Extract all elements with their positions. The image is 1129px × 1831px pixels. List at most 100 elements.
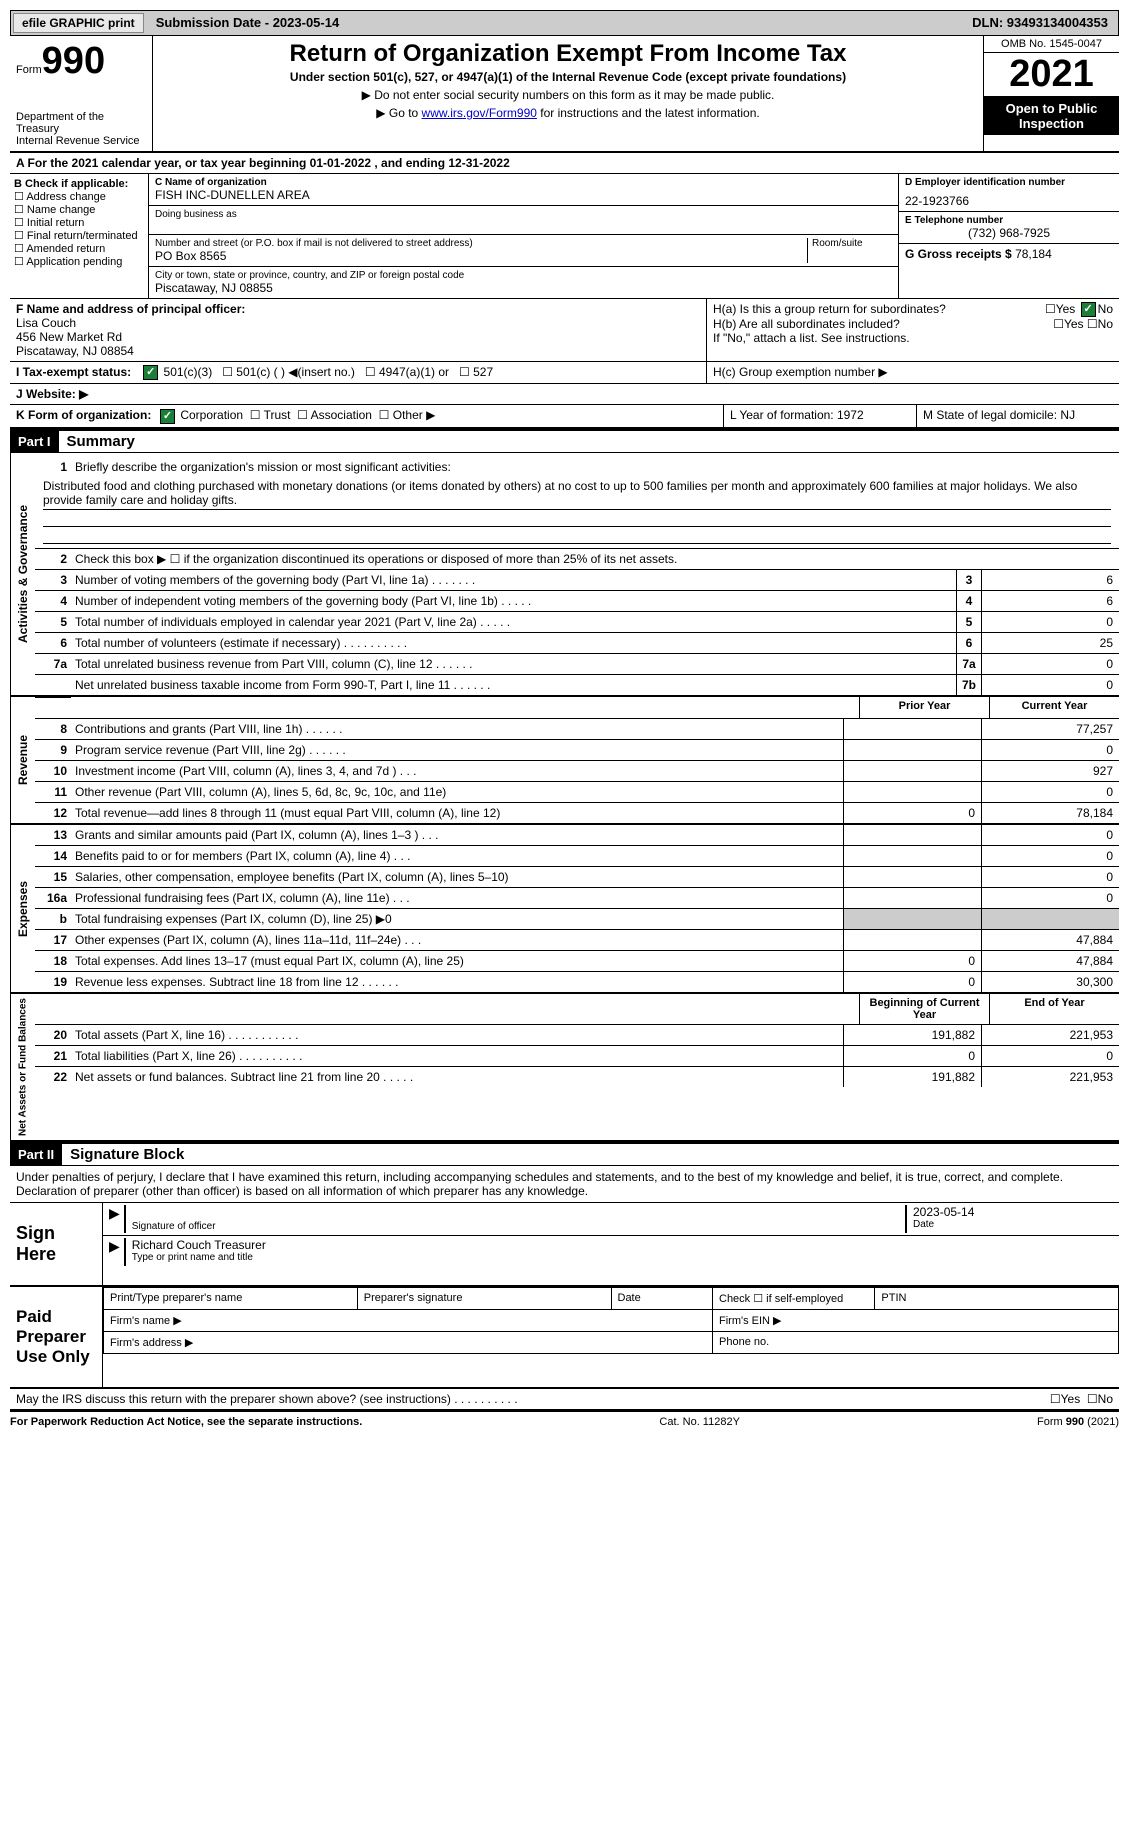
efile-button[interactable]: efile GRAPHIC print bbox=[13, 13, 144, 33]
sum-text: Professional fundraising fees (Part IX, … bbox=[71, 888, 843, 908]
prep-sig-label: Preparer's signature bbox=[357, 1287, 611, 1309]
sum-val: 0 bbox=[981, 675, 1119, 695]
current-val: 0 bbox=[981, 867, 1119, 887]
line2-text: Check this box ▶ ☐ if the organization d… bbox=[71, 549, 1119, 569]
sum-text: Total expenses. Add lines 13–17 (must eq… bbox=[71, 951, 843, 971]
firm-phone-label: Phone no. bbox=[713, 1331, 1119, 1353]
side-rev: Revenue bbox=[10, 697, 35, 823]
preparer-table: Print/Type preparer's name Preparer's si… bbox=[103, 1287, 1119, 1354]
current-val: 927 bbox=[981, 761, 1119, 781]
current-val: 0 bbox=[981, 1046, 1119, 1066]
begin-year-header: Beginning of Current Year bbox=[859, 994, 989, 1024]
ein-label: D Employer identification number bbox=[905, 177, 1113, 188]
corp-checked-icon: ✓ bbox=[160, 409, 175, 424]
discuss-label: May the IRS discuss this return with the… bbox=[10, 1389, 1044, 1409]
sum-text: Total fundraising expenses (Part IX, col… bbox=[71, 909, 843, 929]
current-val: 221,953 bbox=[981, 1067, 1119, 1087]
cb-pending[interactable]: Application pending bbox=[26, 256, 122, 268]
sign-date-label: Date bbox=[913, 1219, 1113, 1230]
prior-val: 0 bbox=[843, 1046, 981, 1066]
current-val: 77,257 bbox=[981, 719, 1119, 739]
irs-link[interactable]: www.irs.gov/Form990 bbox=[422, 106, 537, 120]
sum-text: Other expenses (Part IX, column (A), lin… bbox=[71, 930, 843, 950]
footer-mid: Cat. No. 11282Y bbox=[659, 1416, 740, 1428]
current-val: 0 bbox=[981, 740, 1119, 760]
phone: (732) 968-7925 bbox=[905, 226, 1113, 240]
form-header: Form990 Department of the Treasury Inter… bbox=[10, 36, 1119, 153]
prior-val bbox=[843, 867, 981, 887]
sum-val: 0 bbox=[981, 612, 1119, 632]
sum-box: 5 bbox=[956, 612, 981, 632]
signer-name-label: Type or print name and title bbox=[132, 1252, 1113, 1263]
discuss-no: No bbox=[1098, 1392, 1113, 1406]
row-a: A For the 2021 calendar year, or tax yea… bbox=[10, 153, 1119, 174]
sum-text: Total revenue—add lines 8 through 11 (mu… bbox=[71, 803, 843, 823]
ptin-label: PTIN bbox=[875, 1287, 1119, 1309]
exempt-label: I Tax-exempt status: bbox=[16, 365, 131, 379]
phone-label: E Telephone number bbox=[905, 215, 1113, 226]
ha-yes: Yes bbox=[1056, 302, 1076, 316]
hb-note: If "No," attach a list. See instructions… bbox=[713, 331, 1113, 345]
arrow-icon: ▶ bbox=[109, 1238, 120, 1266]
opt-corp: Corporation bbox=[180, 408, 243, 422]
end-year-header: End of Year bbox=[989, 994, 1119, 1024]
gross-receipts: 78,184 bbox=[1015, 247, 1052, 261]
sum-text: Total liabilities (Part X, line 26) . . … bbox=[71, 1046, 843, 1066]
cb-amended[interactable]: Amended return bbox=[26, 243, 105, 255]
sum-text: Net assets or fund balances. Subtract li… bbox=[71, 1067, 843, 1087]
sig-officer-label: Signature of officer bbox=[132, 1221, 901, 1232]
part1-tag: Part I bbox=[10, 431, 59, 452]
firm-ein-label: Firm's EIN ▶ bbox=[713, 1309, 1119, 1331]
sum-text: Salaries, other compensation, employee b… bbox=[71, 867, 843, 887]
cb-name-change[interactable]: Name change bbox=[27, 204, 96, 216]
sum-box: 7a bbox=[956, 654, 981, 674]
note2-pre: ▶ Go to bbox=[376, 106, 421, 120]
col-b: B Check if applicable: ☐ Address change … bbox=[10, 174, 149, 298]
current-val bbox=[981, 909, 1119, 929]
prior-val bbox=[843, 740, 981, 760]
sum-text: Program service revenue (Part VIII, line… bbox=[71, 740, 843, 760]
sum-text: Net unrelated business taxable income fr… bbox=[71, 675, 956, 695]
sum-text: Total assets (Part X, line 16) . . . . .… bbox=[71, 1025, 843, 1045]
sum-text: Total number of volunteers (estimate if … bbox=[71, 633, 956, 653]
sum-text: Investment income (Part VIII, column (A)… bbox=[71, 761, 843, 781]
sum-text: Number of voting members of the governin… bbox=[71, 570, 956, 590]
form-org-label: K Form of organization: bbox=[16, 408, 151, 422]
form-note-1: ▶ Do not enter social security numbers o… bbox=[161, 88, 975, 102]
current-val: 47,884 bbox=[981, 951, 1119, 971]
prep-self-emp: Check ☐ if self-employed bbox=[713, 1287, 875, 1309]
omb-number: OMB No. 1545-0047 bbox=[984, 36, 1119, 53]
current-val: 0 bbox=[981, 846, 1119, 866]
opt-trust: Trust bbox=[264, 408, 291, 422]
opt-527: 527 bbox=[473, 365, 493, 379]
top-bar: efile GRAPHIC print Submission Date - 20… bbox=[10, 10, 1119, 36]
footer-right: Form 990 (2021) bbox=[1037, 1416, 1119, 1428]
cb-final[interactable]: Final return/terminated bbox=[27, 230, 138, 242]
sum-val: 0 bbox=[981, 654, 1119, 674]
arrow-icon: ▶ bbox=[109, 1205, 120, 1233]
cb-initial[interactable]: Initial return bbox=[27, 217, 84, 229]
tax-year: 2021 bbox=[984, 53, 1119, 97]
city-label: City or town, state or province, country… bbox=[155, 270, 892, 281]
sum-box: 3 bbox=[956, 570, 981, 590]
firm-addr-label: Firm's address ▶ bbox=[104, 1331, 713, 1353]
opt-4947: 4947(a)(1) or bbox=[379, 365, 449, 379]
cb-addr-change[interactable]: Address change bbox=[26, 191, 106, 203]
mission-text: Distributed food and clothing purchased … bbox=[43, 477, 1111, 510]
current-val: 47,884 bbox=[981, 930, 1119, 950]
opt-assoc: Association bbox=[311, 408, 372, 422]
current-val: 0 bbox=[981, 825, 1119, 845]
sign-date: 2023-05-14 bbox=[913, 1205, 1113, 1219]
state-domicile: M State of legal domicile: NJ bbox=[917, 405, 1119, 426]
prior-val bbox=[843, 888, 981, 908]
website-label: J Website: ▶ bbox=[10, 384, 1119, 404]
org-name: FISH INC-DUNELLEN AREA bbox=[155, 188, 892, 202]
submission-date: Submission Date - 2023-05-14 bbox=[148, 13, 348, 33]
room-label: Room/suite bbox=[807, 238, 892, 263]
current-val: 78,184 bbox=[981, 803, 1119, 823]
prior-val bbox=[843, 825, 981, 845]
side-exp: Expenses bbox=[10, 825, 35, 992]
current-val: 0 bbox=[981, 782, 1119, 802]
dln: DLN: 93493134004353 bbox=[964, 13, 1116, 33]
sum-val: 25 bbox=[981, 633, 1119, 653]
